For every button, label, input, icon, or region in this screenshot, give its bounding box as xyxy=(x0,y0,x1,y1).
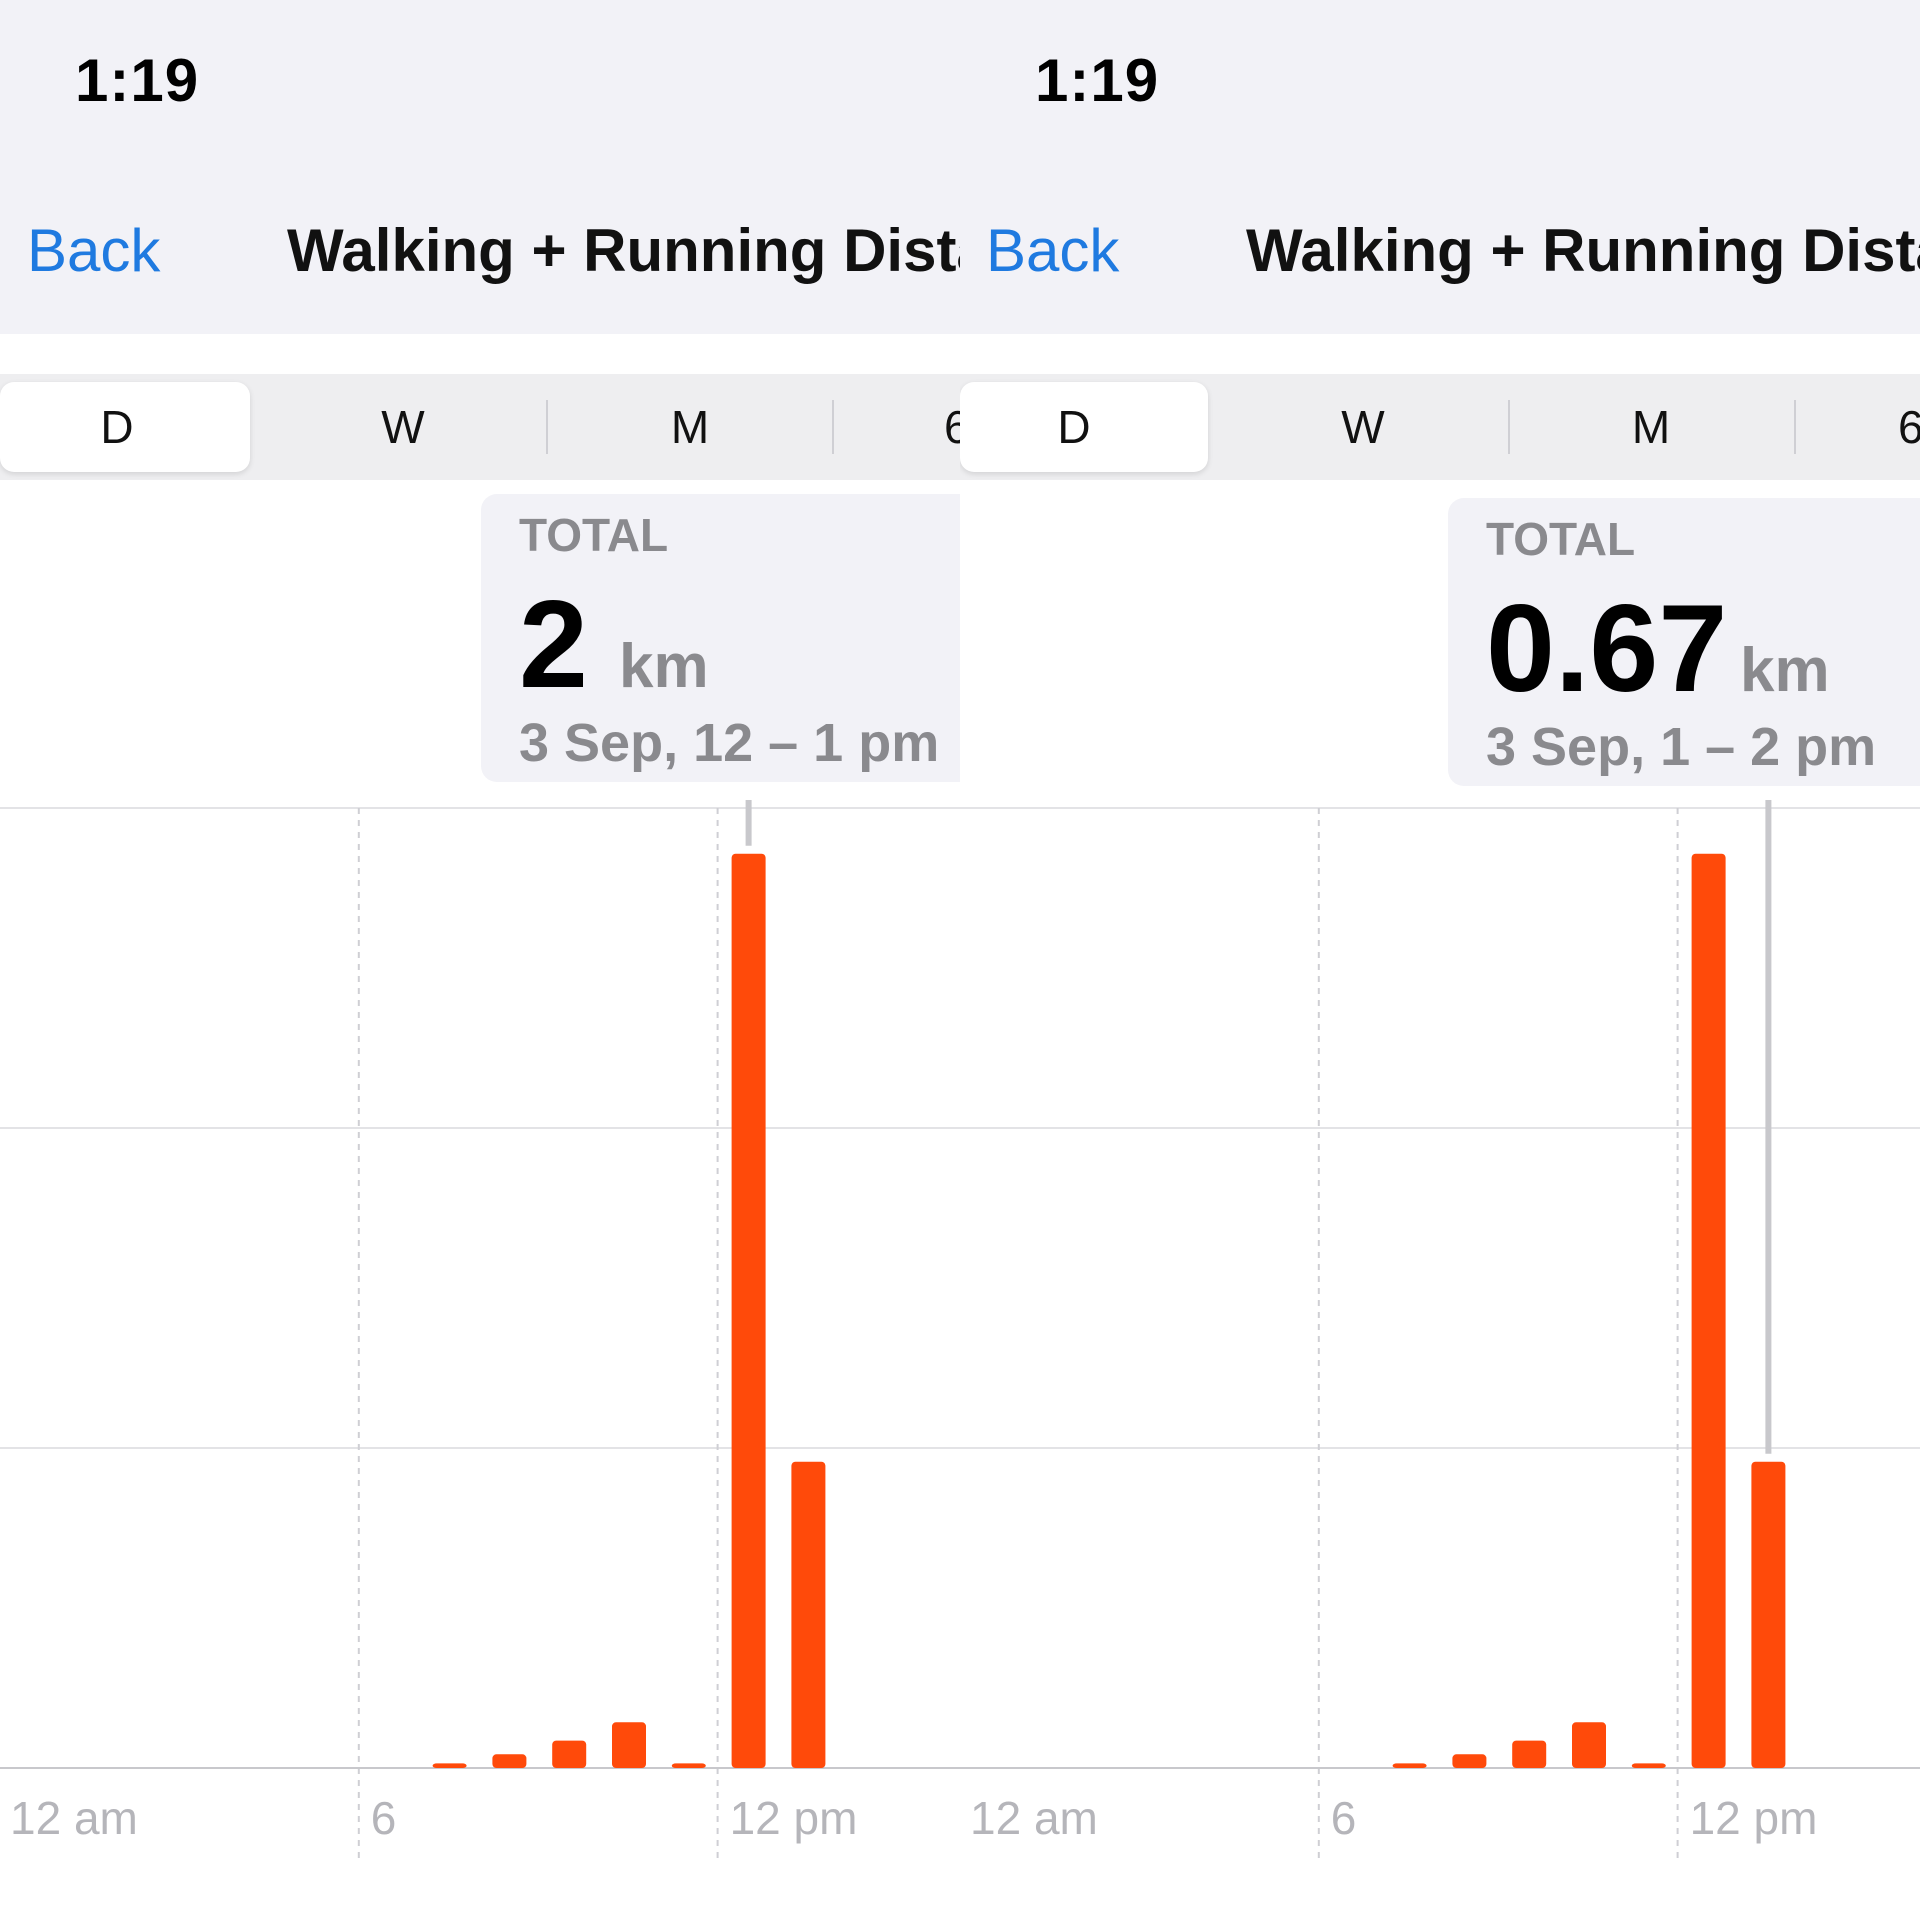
distance-bar xyxy=(1631,1763,1666,1768)
segment-divider xyxy=(546,400,548,454)
distance-bar xyxy=(1452,1754,1487,1768)
segment-divider xyxy=(1508,400,1510,454)
distance-bar xyxy=(1751,1461,1786,1768)
selection-tooltip: TOTAL 2 km 3 Sep, 12 – 1 pm xyxy=(481,494,960,782)
tooltip-unit: km xyxy=(1740,636,1830,705)
left-screenshot-panel: 1:19 Back Walking + Running Distance D W… xyxy=(0,0,960,1920)
distance-bar xyxy=(671,1763,706,1768)
segment-month[interactable]: M xyxy=(670,401,710,453)
distance-bar xyxy=(1512,1740,1547,1768)
distance-bar xyxy=(791,1461,826,1768)
x-tick-label: 12 am xyxy=(10,1792,138,1844)
tooltip-value: 2 xyxy=(519,576,588,714)
segment-six-months[interactable]: 6M xyxy=(944,401,960,453)
tooltip-unit: km xyxy=(619,632,709,701)
distance-bar-chart[interactable]: 12 am 6 12 pm xyxy=(0,800,960,1920)
distance-bar xyxy=(1691,853,1726,1768)
selected-segment-highlight xyxy=(960,382,1208,472)
x-tick-label: 6 xyxy=(1331,1792,1357,1844)
x-tick-label: 12 pm xyxy=(1690,1792,1818,1844)
distance-bar xyxy=(552,1740,587,1768)
x-tick-label: 6 xyxy=(371,1792,397,1844)
x-tick-label: 12 am xyxy=(970,1792,1098,1844)
back-button[interactable]: Back xyxy=(27,217,161,284)
tooltip-total-label: TOTAL xyxy=(519,509,669,561)
page-title: Walking + Running Distance xyxy=(1246,217,1920,284)
tooltip-total-label: TOTAL xyxy=(1486,513,1636,565)
tooltip-time-range: 3 Sep, 12 – 1 pm xyxy=(519,713,940,773)
segment-divider xyxy=(832,400,834,454)
back-button[interactable]: Back xyxy=(986,217,1120,284)
selection-tooltip: TOTAL 0.67 km 3 Sep, 1 – 2 pm xyxy=(1448,498,1920,786)
distance-bar xyxy=(1572,1722,1606,1768)
segment-day[interactable]: D xyxy=(1057,401,1091,453)
distance-bar xyxy=(432,1763,467,1768)
segment-day[interactable]: D xyxy=(100,401,134,453)
tooltip-time-range: 3 Sep, 1 – 2 pm xyxy=(1486,717,1877,777)
navigation-header xyxy=(0,0,960,334)
navigation-header xyxy=(960,0,1920,334)
segment-month[interactable]: M xyxy=(1631,401,1671,453)
distance-bar-chart[interactable]: 12 am 6 12 pm xyxy=(960,800,1920,1920)
selected-segment-highlight xyxy=(0,382,250,472)
right-screenshot-panel: 1:19 Back Walking + Running Distance D W… xyxy=(960,0,1920,1920)
segment-six-months[interactable]: 6M xyxy=(1898,401,1920,453)
segment-divider xyxy=(1794,400,1796,454)
distance-bar xyxy=(492,1754,527,1768)
distance-bar xyxy=(1392,1763,1427,1768)
tooltip-value: 0.67 xyxy=(1486,580,1728,718)
x-tick-label: 12 pm xyxy=(730,1792,858,1844)
status-bar-time: 1:19 xyxy=(75,47,200,114)
segment-week[interactable]: W xyxy=(1341,401,1385,453)
time-range-segmented-control: D W M 6M xyxy=(0,374,960,480)
distance-bar xyxy=(731,853,766,1768)
status-bar-time: 1:19 xyxy=(1035,47,1160,114)
page-title: Walking + Running Distance xyxy=(287,217,960,284)
distance-bar xyxy=(612,1722,646,1768)
time-range-segmented-control: D W M 6M xyxy=(960,374,1920,480)
segment-week[interactable]: W xyxy=(381,401,425,453)
